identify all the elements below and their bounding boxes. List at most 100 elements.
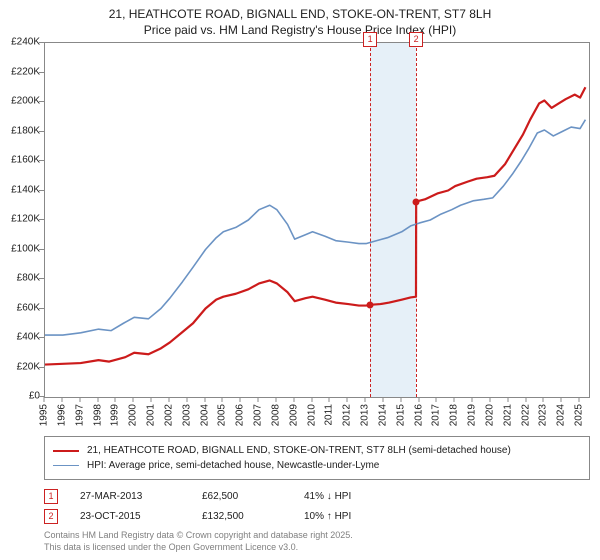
y-tick-label: £160K	[0, 155, 40, 166]
x-tick-mark	[240, 397, 241, 402]
y-tick-mark	[39, 337, 44, 338]
y-tick-mark	[39, 278, 44, 279]
y-tick-label: £60K	[0, 302, 40, 313]
x-tick-label: 2016	[413, 404, 424, 426]
x-tick-mark	[97, 397, 98, 402]
x-tick-label: 2025	[574, 404, 585, 426]
sale-marker-flag-2: 2	[409, 32, 423, 47]
x-tick-mark	[347, 397, 348, 402]
y-tick-mark	[39, 190, 44, 191]
y-tick-mark	[39, 101, 44, 102]
x-tick-mark	[472, 397, 473, 402]
y-tick-label: £100K	[0, 243, 40, 254]
chart-lines-svg	[45, 43, 589, 397]
y-axis: £0£20K£40K£60K£80K£100K£120K£140K£160K£1…	[0, 42, 44, 396]
sale-marker-line-2	[416, 43, 417, 397]
y-tick-mark	[39, 367, 44, 368]
x-tick-mark	[204, 397, 205, 402]
x-tick-mark	[61, 397, 62, 402]
sales-row-1: 1 27-MAR-2013 £62,500 41% ↓ HPI	[44, 486, 590, 506]
y-tick-mark	[39, 249, 44, 250]
x-tick-mark	[168, 397, 169, 402]
y-tick-label: £0	[0, 391, 40, 402]
legend-label-price-paid: 21, HEATHCOTE ROAD, BIGNALL END, STOKE-O…	[87, 443, 511, 458]
sales-price-2: £132,500	[202, 511, 282, 522]
x-tick-label: 1996	[56, 404, 67, 426]
footer-line-1: Contains HM Land Registry data © Crown c…	[44, 530, 590, 541]
x-tick-mark	[258, 397, 259, 402]
legend-swatch-price-paid	[53, 450, 79, 452]
sales-diff-1: 41% ↓ HPI	[304, 491, 394, 502]
y-tick-label: £140K	[0, 184, 40, 195]
x-tick-mark	[79, 397, 80, 402]
x-tick-label: 2021	[502, 404, 513, 426]
x-tick-label: 1997	[74, 404, 85, 426]
x-tick-mark	[133, 397, 134, 402]
x-tick-mark	[525, 397, 526, 402]
x-tick-mark	[543, 397, 544, 402]
legend-box: 21, HEATHCOTE ROAD, BIGNALL END, STOKE-O…	[44, 436, 590, 480]
sales-date-2: 23-OCT-2015	[80, 511, 180, 522]
y-tick-label: £120K	[0, 214, 40, 225]
x-tick-mark	[44, 397, 45, 402]
sales-flag-2: 2	[44, 509, 58, 524]
y-tick-mark	[39, 72, 44, 73]
y-tick-mark	[39, 42, 44, 43]
x-axis: 1995199619971998199920002001200220032004…	[44, 398, 590, 430]
y-tick-label: £220K	[0, 66, 40, 77]
x-tick-mark	[275, 397, 276, 402]
x-tick-label: 2000	[128, 404, 139, 426]
x-tick-label: 1995	[39, 404, 50, 426]
x-tick-mark	[579, 397, 580, 402]
title-subtitle: Price paid vs. HM Land Registry's House …	[10, 22, 590, 38]
sales-flag-1: 1	[44, 489, 58, 504]
x-tick-label: 2024	[556, 404, 567, 426]
footer-line-2: This data is licensed under the Open Gov…	[44, 542, 590, 553]
sale-marker-flag-1: 1	[363, 32, 377, 47]
title-address: 21, HEATHCOTE ROAD, BIGNALL END, STOKE-O…	[10, 6, 590, 22]
y-tick-label: £20K	[0, 361, 40, 372]
y-tick-mark	[39, 131, 44, 132]
y-tick-mark	[39, 160, 44, 161]
sales-row-2: 2 23-OCT-2015 £132,500 10% ↑ HPI	[44, 506, 590, 526]
series-hpi	[45, 120, 585, 335]
x-tick-mark	[561, 397, 562, 402]
x-tick-label: 2023	[538, 404, 549, 426]
sale-marker-line-1	[370, 43, 371, 397]
x-tick-mark	[151, 397, 152, 402]
y-tick-label: £200K	[0, 96, 40, 107]
x-tick-label: 2017	[431, 404, 442, 426]
x-tick-label: 2012	[342, 404, 353, 426]
x-tick-mark	[115, 397, 116, 402]
legend-item-hpi: HPI: Average price, semi-detached house,…	[53, 458, 581, 473]
y-tick-label: £240K	[0, 37, 40, 48]
x-tick-label: 2005	[217, 404, 228, 426]
x-tick-mark	[222, 397, 223, 402]
x-tick-label: 2006	[235, 404, 246, 426]
sale-marker-point-2	[413, 198, 420, 205]
x-tick-label: 2010	[306, 404, 317, 426]
x-tick-label: 2020	[484, 404, 495, 426]
x-tick-label: 2013	[360, 404, 371, 426]
x-tick-label: 2014	[377, 404, 388, 426]
sales-price-1: £62,500	[202, 491, 282, 502]
sales-date-1: 27-MAR-2013	[80, 491, 180, 502]
title-block: 21, HEATHCOTE ROAD, BIGNALL END, STOKE-O…	[0, 0, 600, 42]
x-tick-label: 2002	[163, 404, 174, 426]
figure-container: 21, HEATHCOTE ROAD, BIGNALL END, STOKE-O…	[0, 0, 600, 553]
x-tick-mark	[436, 397, 437, 402]
sales-diff-2: 10% ↑ HPI	[304, 511, 394, 522]
legend-item-price-paid: 21, HEATHCOTE ROAD, BIGNALL END, STOKE-O…	[53, 443, 581, 458]
y-tick-label: £80K	[0, 273, 40, 284]
y-tick-label: £180K	[0, 125, 40, 136]
x-tick-mark	[186, 397, 187, 402]
x-tick-mark	[507, 397, 508, 402]
x-tick-label: 2009	[288, 404, 299, 426]
legend-label-hpi: HPI: Average price, semi-detached house,…	[87, 458, 379, 473]
y-tick-mark	[39, 219, 44, 220]
chart-wrapper: 12 £0£20K£40K£60K£80K£100K£120K£140K£160…	[0, 42, 600, 398]
footer-attribution: Contains HM Land Registry data © Crown c…	[44, 530, 590, 553]
x-tick-mark	[418, 397, 419, 402]
x-tick-mark	[365, 397, 366, 402]
x-tick-label: 2008	[270, 404, 281, 426]
